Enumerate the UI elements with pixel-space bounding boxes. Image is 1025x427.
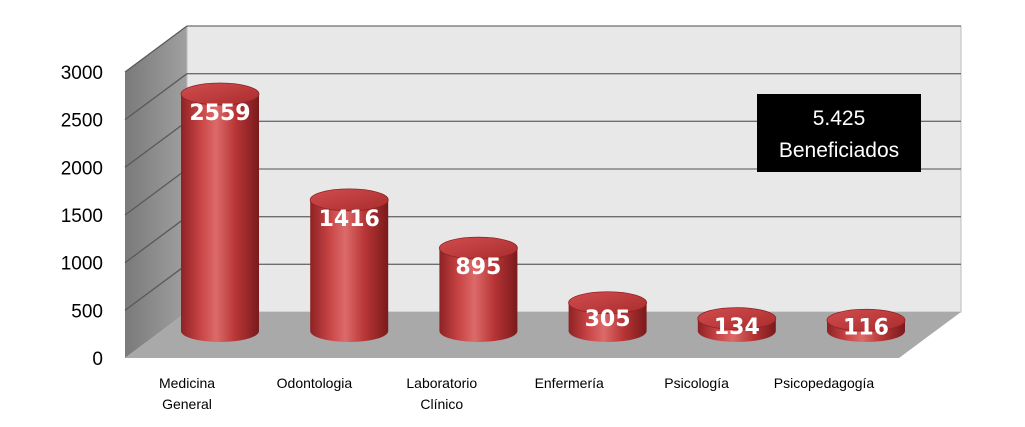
bar-top	[697, 307, 777, 330]
data-label: 134	[714, 315, 760, 340]
data-label: 305	[585, 307, 631, 332]
grid-line-side	[124, 263, 188, 311]
y-tick-label: 500	[71, 301, 103, 322]
bars: 2559 1416 895 305 134 116	[180, 82, 906, 342]
total-beneficiaries-note: 5.425 Beneficiados	[757, 94, 921, 172]
x-axis: Medicina General Odontologia Laboratorio Clí…	[159, 375, 874, 412]
bar-top	[180, 82, 260, 106]
note-line-1: 5.425	[813, 107, 866, 130]
bar-body	[310, 199, 389, 342]
y-tick-label: 1000	[61, 254, 103, 275]
grid-line-side	[124, 120, 188, 168]
bar: 1416	[309, 188, 389, 342]
y-tick-label: 3000	[61, 63, 103, 84]
grid-line-side	[124, 25, 188, 73]
bar-body	[439, 248, 518, 342]
x-tick-label: Psicología	[664, 375, 729, 391]
data-label: 2559	[189, 101, 250, 126]
data-label: 116	[843, 316, 889, 341]
note-box	[757, 94, 921, 172]
note-line-2: Beneficiados	[779, 139, 899, 162]
y-tick-label: 0	[92, 349, 103, 370]
x-tick-label: Odontologia	[277, 375, 353, 391]
grid-line-side	[124, 168, 188, 216]
bar-top	[309, 188, 389, 212]
bar-body	[181, 94, 259, 342]
bar: 895	[438, 236, 518, 342]
grid-line-side	[124, 73, 188, 121]
bar: 116	[826, 308, 906, 342]
x-tick-label: Medicina General	[159, 375, 215, 412]
data-label: 895	[455, 255, 501, 280]
x-tick-label: Psicopedagogía	[774, 375, 875, 391]
x-tick-label: Laboratorio Clínico	[406, 375, 477, 412]
y-tick-label: 2500	[61, 111, 103, 132]
data-label: 1416	[319, 207, 380, 232]
bar: 305	[568, 291, 647, 342]
bar-top	[568, 291, 647, 315]
bar-top	[826, 308, 906, 332]
y-axis: 0 500 1000 1500 2000 2500 3000	[61, 63, 103, 370]
y-tick-label: 2000	[61, 158, 103, 179]
bar: 2559	[180, 82, 260, 342]
grid-line-side	[124, 216, 188, 264]
y-tick-label: 1500	[61, 206, 103, 227]
bar: 134	[697, 307, 777, 342]
x-tick-label: Enfermería	[535, 375, 604, 391]
bar-top	[438, 236, 518, 260]
